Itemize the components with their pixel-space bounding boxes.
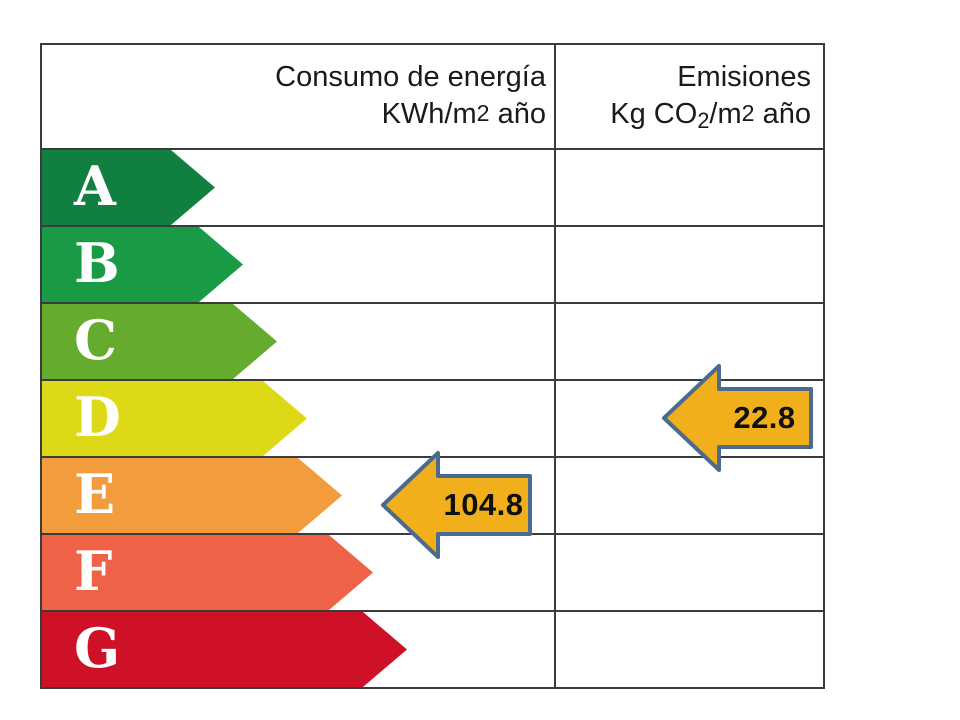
rating-cell-f: F	[42, 535, 556, 610]
rating-row-a: A	[42, 148, 823, 225]
consumption-value-arrow: 104.8	[380, 450, 533, 560]
rating-letter-d: D	[74, 384, 121, 449]
rating-letter-b: B	[74, 230, 120, 295]
rating-cell-b: B	[42, 227, 556, 302]
emissions-cell-f	[556, 535, 823, 610]
emissions-header-line1: Emisiones	[677, 61, 811, 93]
rating-cell-e: E	[42, 458, 556, 533]
rating-band-b-arrow: B	[42, 227, 243, 302]
left-arrow-icon	[381, 451, 532, 559]
consumption-value: 104.8	[443, 487, 524, 522]
rating-letter-c: C	[74, 307, 117, 372]
emissions-cell-g	[556, 612, 823, 687]
consumption-header-line1: Consumo de energía	[275, 61, 546, 93]
consumption-header: Consumo de energía KWh/m2 año	[42, 45, 556, 148]
rating-row-g: G	[42, 610, 823, 687]
rating-row-c: C	[42, 302, 823, 379]
rating-row-b: B	[42, 225, 823, 302]
rating-letter-g: G	[74, 615, 121, 680]
rating-band-c-arrow: C	[42, 304, 277, 379]
emissions-cell-a	[556, 150, 823, 225]
left-arrow-icon	[662, 364, 813, 472]
rating-cell-d: D	[42, 381, 556, 456]
rating-cell-g: G	[42, 612, 556, 687]
rating-letter-e: E	[74, 461, 116, 526]
rating-letter-f: F	[74, 538, 113, 603]
rating-band-f-arrow: F	[42, 535, 373, 610]
emissions-header: Emisiones Kg CO2/m2 año	[556, 45, 823, 148]
emissions-cell-b	[556, 227, 823, 302]
rating-table: Consumo de energía KWh/m2 año Emisiones …	[40, 43, 825, 689]
rating-letter-a: A	[74, 153, 116, 218]
rating-band-e-arrow: E	[42, 458, 342, 533]
rating-band-a-arrow: A	[42, 150, 215, 225]
header-row: Consumo de energía KWh/m2 año Emisiones …	[42, 45, 823, 148]
rating-band-d-arrow: D	[42, 381, 307, 456]
emissions-header-unit: Kg CO2/m2 año	[610, 98, 811, 133]
emissions-value: 22.8	[733, 400, 796, 435]
rating-cell-c: C	[42, 304, 556, 379]
consumption-header-unit: KWh/m2 año	[381, 98, 546, 130]
emissions-value-arrow: 22.8	[661, 363, 814, 473]
rating-row-d: D	[42, 379, 823, 456]
rating-band-g-arrow: G	[42, 612, 407, 687]
rating-cell-a: A	[42, 150, 556, 225]
